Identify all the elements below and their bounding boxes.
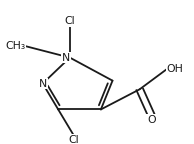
- Text: OH: OH: [167, 64, 184, 74]
- Text: Cl: Cl: [65, 16, 75, 26]
- Text: N: N: [39, 78, 47, 89]
- Text: N: N: [61, 53, 70, 63]
- Text: CH₃: CH₃: [5, 41, 25, 51]
- Text: Cl: Cl: [68, 135, 79, 144]
- Text: O: O: [147, 115, 156, 125]
